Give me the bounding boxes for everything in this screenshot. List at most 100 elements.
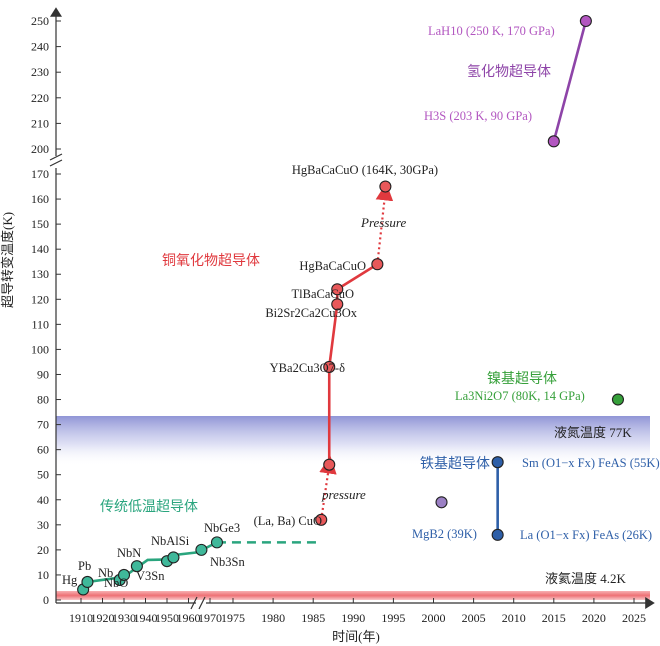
data-point — [167, 551, 180, 564]
data-point — [323, 458, 336, 471]
data-point — [331, 298, 344, 311]
data-point — [491, 528, 504, 541]
series-line-conventional — [82, 541, 218, 591]
y-axis-break — [49, 153, 63, 167]
annotation-pressure-low: pressure — [321, 487, 366, 502]
liquid-nitrogen-label: 液氮温度 77K — [554, 425, 632, 440]
point-label: HgBaCaCuO — [299, 259, 366, 273]
data-point — [117, 568, 131, 581]
x-tick-label: 2010 — [502, 611, 526, 625]
data-point — [315, 513, 328, 526]
series-line-hydride — [552, 20, 588, 142]
y-tick-label: 230 — [31, 65, 49, 79]
point-label: NbN — [117, 546, 141, 560]
y-tick-label: 140 — [31, 242, 49, 256]
liquid-nitrogen-band — [56, 416, 650, 466]
data-point — [130, 560, 143, 573]
annotation-pressure-high: Pressure — [360, 215, 406, 230]
point-label: LaH10 (250 K, 170 GPa) — [428, 24, 555, 38]
y-tick-label: 250 — [31, 14, 49, 28]
group-label-iron: 铁基超导体 — [420, 455, 490, 472]
x-tick-label: 1920 — [91, 611, 115, 625]
y-tick-label: 10 — [37, 568, 49, 582]
x-tick-label: 1960 — [177, 611, 201, 625]
pressure-arrow-high — [375, 182, 394, 265]
x-tick-label: 1930 — [112, 611, 136, 625]
y-tick-label: 150 — [31, 217, 49, 231]
y-tick-label: 210 — [31, 116, 49, 130]
x-tick-label: 1985 — [301, 611, 325, 625]
x-axis-label: 时间(年) — [332, 629, 380, 644]
point-label: Hg — [62, 573, 78, 587]
data-point — [323, 360, 336, 374]
x-axis-break — [190, 596, 206, 610]
y-tick-label: 160 — [31, 192, 49, 206]
y-tick-label: 0 — [43, 593, 49, 607]
liquid-helium-label: 液氦温度 4.2K — [545, 571, 627, 586]
point-label: Nb — [98, 566, 113, 580]
data-point — [195, 543, 208, 556]
x-tick-label: 2020 — [582, 611, 606, 625]
point-label: H3S (203 K, 90 GPa) — [424, 109, 532, 123]
y-tick-label: 70 — [37, 418, 49, 432]
group-label-conventional: 传统低温超导体 — [100, 499, 198, 515]
x-tick-label: 2005 — [462, 611, 486, 625]
x-tick-label: 1995 — [381, 611, 405, 625]
y-tick-label: 120 — [31, 292, 49, 306]
data-point — [371, 258, 384, 271]
y-tick-label: 110 — [31, 317, 49, 331]
point-label: V3Sn — [136, 569, 165, 583]
data-point — [547, 135, 560, 148]
point-label: Sm (O1−x Fx) FeAS (55K) — [522, 456, 660, 470]
point-label: TlBaCaCuO — [292, 287, 355, 301]
y-tick-label: 240 — [31, 40, 49, 54]
y-tick-label: 50 — [37, 468, 49, 482]
x-tick-label: 2015 — [542, 611, 566, 625]
point-label: (La, Ba) CuO — [254, 514, 322, 528]
y-tick-label: 20 — [37, 543, 49, 557]
data-point — [81, 575, 94, 589]
point-label: Pb — [78, 559, 91, 573]
data-point — [611, 393, 625, 406]
y-axis-ticks: 0 10 20 30 40 50 60 70 80 90 100 110 120 130 140 150 160… — [31, 14, 61, 607]
x-tick-label: 2025 — [622, 611, 646, 625]
group-label-nickel: 镍基超导体 — [487, 370, 557, 387]
x-tick-label: 1940 — [134, 611, 158, 625]
point-label: Bi2Sr2Ca2Cu3Ox — [265, 306, 357, 320]
x-tick-label: 1990 — [341, 611, 365, 625]
data-point — [579, 14, 592, 28]
y-tick-label: 170 — [31, 167, 49, 181]
x-tick-label: 2000 — [422, 611, 446, 625]
point-label: NbO — [104, 576, 128, 590]
point-label: NbGe3 — [204, 521, 240, 535]
y-tick-label: 130 — [31, 267, 49, 281]
y-tick-label: 40 — [37, 493, 49, 507]
group-label-hydride: 氢化物超导体 — [467, 64, 551, 80]
y-tick-label: 100 — [31, 342, 49, 356]
y-tick-label: 200 — [31, 142, 49, 156]
point-label: MgB2 (39K) — [412, 527, 477, 541]
x-tick-label: 1950 — [155, 611, 179, 625]
point-label: La (O1−x Fx) FeAs (26K) — [520, 528, 652, 542]
y-tick-label: 30 — [37, 518, 49, 532]
data-point — [435, 496, 448, 509]
x-tick-label: 1980 — [261, 611, 285, 625]
point-label: La3Ni2O7 (80K, 14 GPa) — [455, 389, 585, 403]
x-tick-label: 1970 — [198, 611, 222, 625]
axes — [49, 7, 655, 610]
y-tick-label: 60 — [37, 443, 49, 457]
y-axis-label: 超导转变温度(K) — [0, 212, 15, 308]
point-label: NbAlSi — [151, 534, 190, 548]
data-point — [379, 180, 392, 193]
y-tick-label: 220 — [31, 91, 49, 105]
group-label-cuprate: 铜氧化物超导体 — [162, 253, 260, 269]
pressure-arrow-low — [319, 455, 337, 520]
data-point — [331, 283, 344, 296]
liquid-helium-band — [56, 591, 650, 600]
y-tick-label: 90 — [37, 367, 49, 381]
x-tick-label: 1910 — [69, 611, 93, 625]
data-point — [491, 456, 504, 469]
point-label: HgBaCaCuO (164K, 30GPa) — [292, 163, 438, 177]
